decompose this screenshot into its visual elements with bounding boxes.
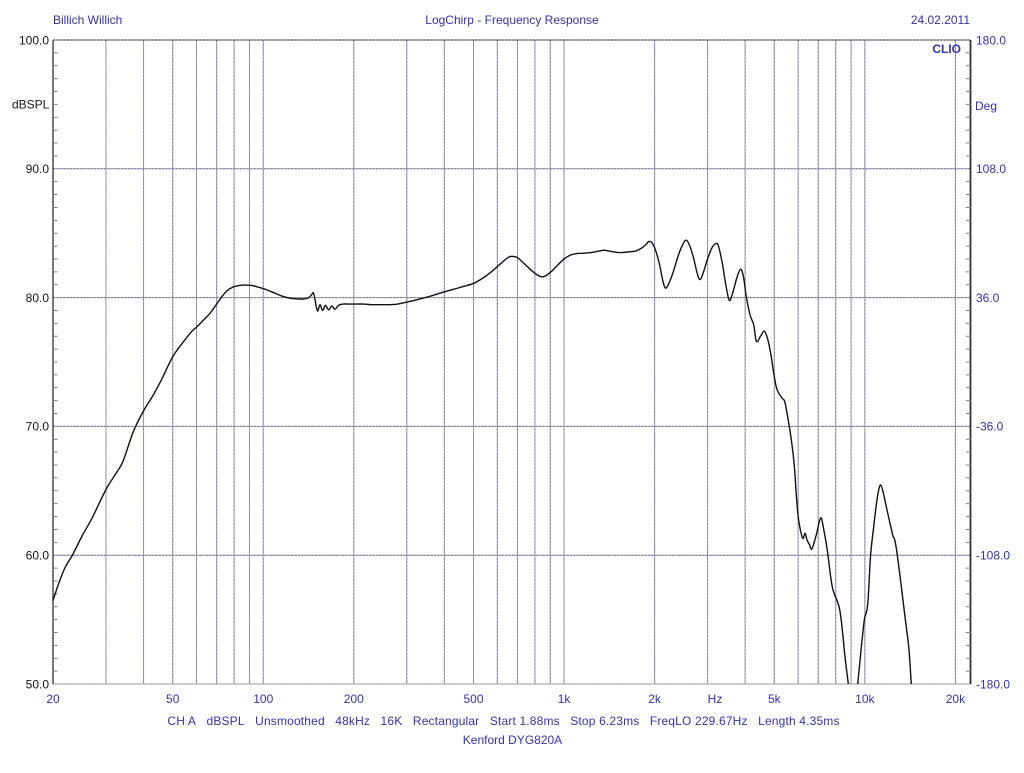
svg-text:180.0: 180.0 [976,33,1006,47]
svg-text:1k: 1k [558,692,572,706]
svg-text:-180.0: -180.0 [976,677,1010,691]
svg-text:20k: 20k [946,692,966,706]
svg-text:70.0: 70.0 [26,420,50,434]
svg-text:5k: 5k [768,692,782,706]
svg-text:20: 20 [46,692,60,706]
svg-text:100: 100 [253,692,273,706]
svg-text:-36.0: -36.0 [976,420,1004,434]
svg-text:10k: 10k [855,692,875,706]
svg-text:108.0: 108.0 [976,162,1006,176]
svg-text:2k: 2k [648,692,662,706]
svg-text:-108.0: -108.0 [976,549,1010,563]
svg-text:100.0: 100.0 [19,33,49,47]
svg-text:24.02.2011: 24.02.2011 [911,13,970,27]
svg-text:Billich Willich: Billich Willich [53,13,122,27]
svg-text:LogChirp - Frequency Response: LogChirp - Frequency Response [425,13,599,27]
svg-text:CLIO: CLIO [932,42,961,56]
svg-text:Hz: Hz [708,692,723,706]
svg-text:dBSPL: dBSPL [12,98,50,112]
svg-text:200: 200 [344,692,364,706]
svg-text:500: 500 [463,692,483,706]
svg-text:50: 50 [166,692,180,706]
svg-text:50.0: 50.0 [26,677,50,691]
svg-text:80.0: 80.0 [26,291,50,305]
svg-text:36.0: 36.0 [976,291,1000,305]
svg-text:Deg: Deg [975,99,997,113]
svg-text:Kenford DYG820A: Kenford DYG820A [463,733,562,747]
svg-text:90.0: 90.0 [26,162,50,176]
svg-text:60.0: 60.0 [26,549,50,563]
svg-text:CH A dBSPL Unsmoothed 48: CH A dBSPL Unsmoothed 48kHz 16K Rectangu… [167,714,839,728]
